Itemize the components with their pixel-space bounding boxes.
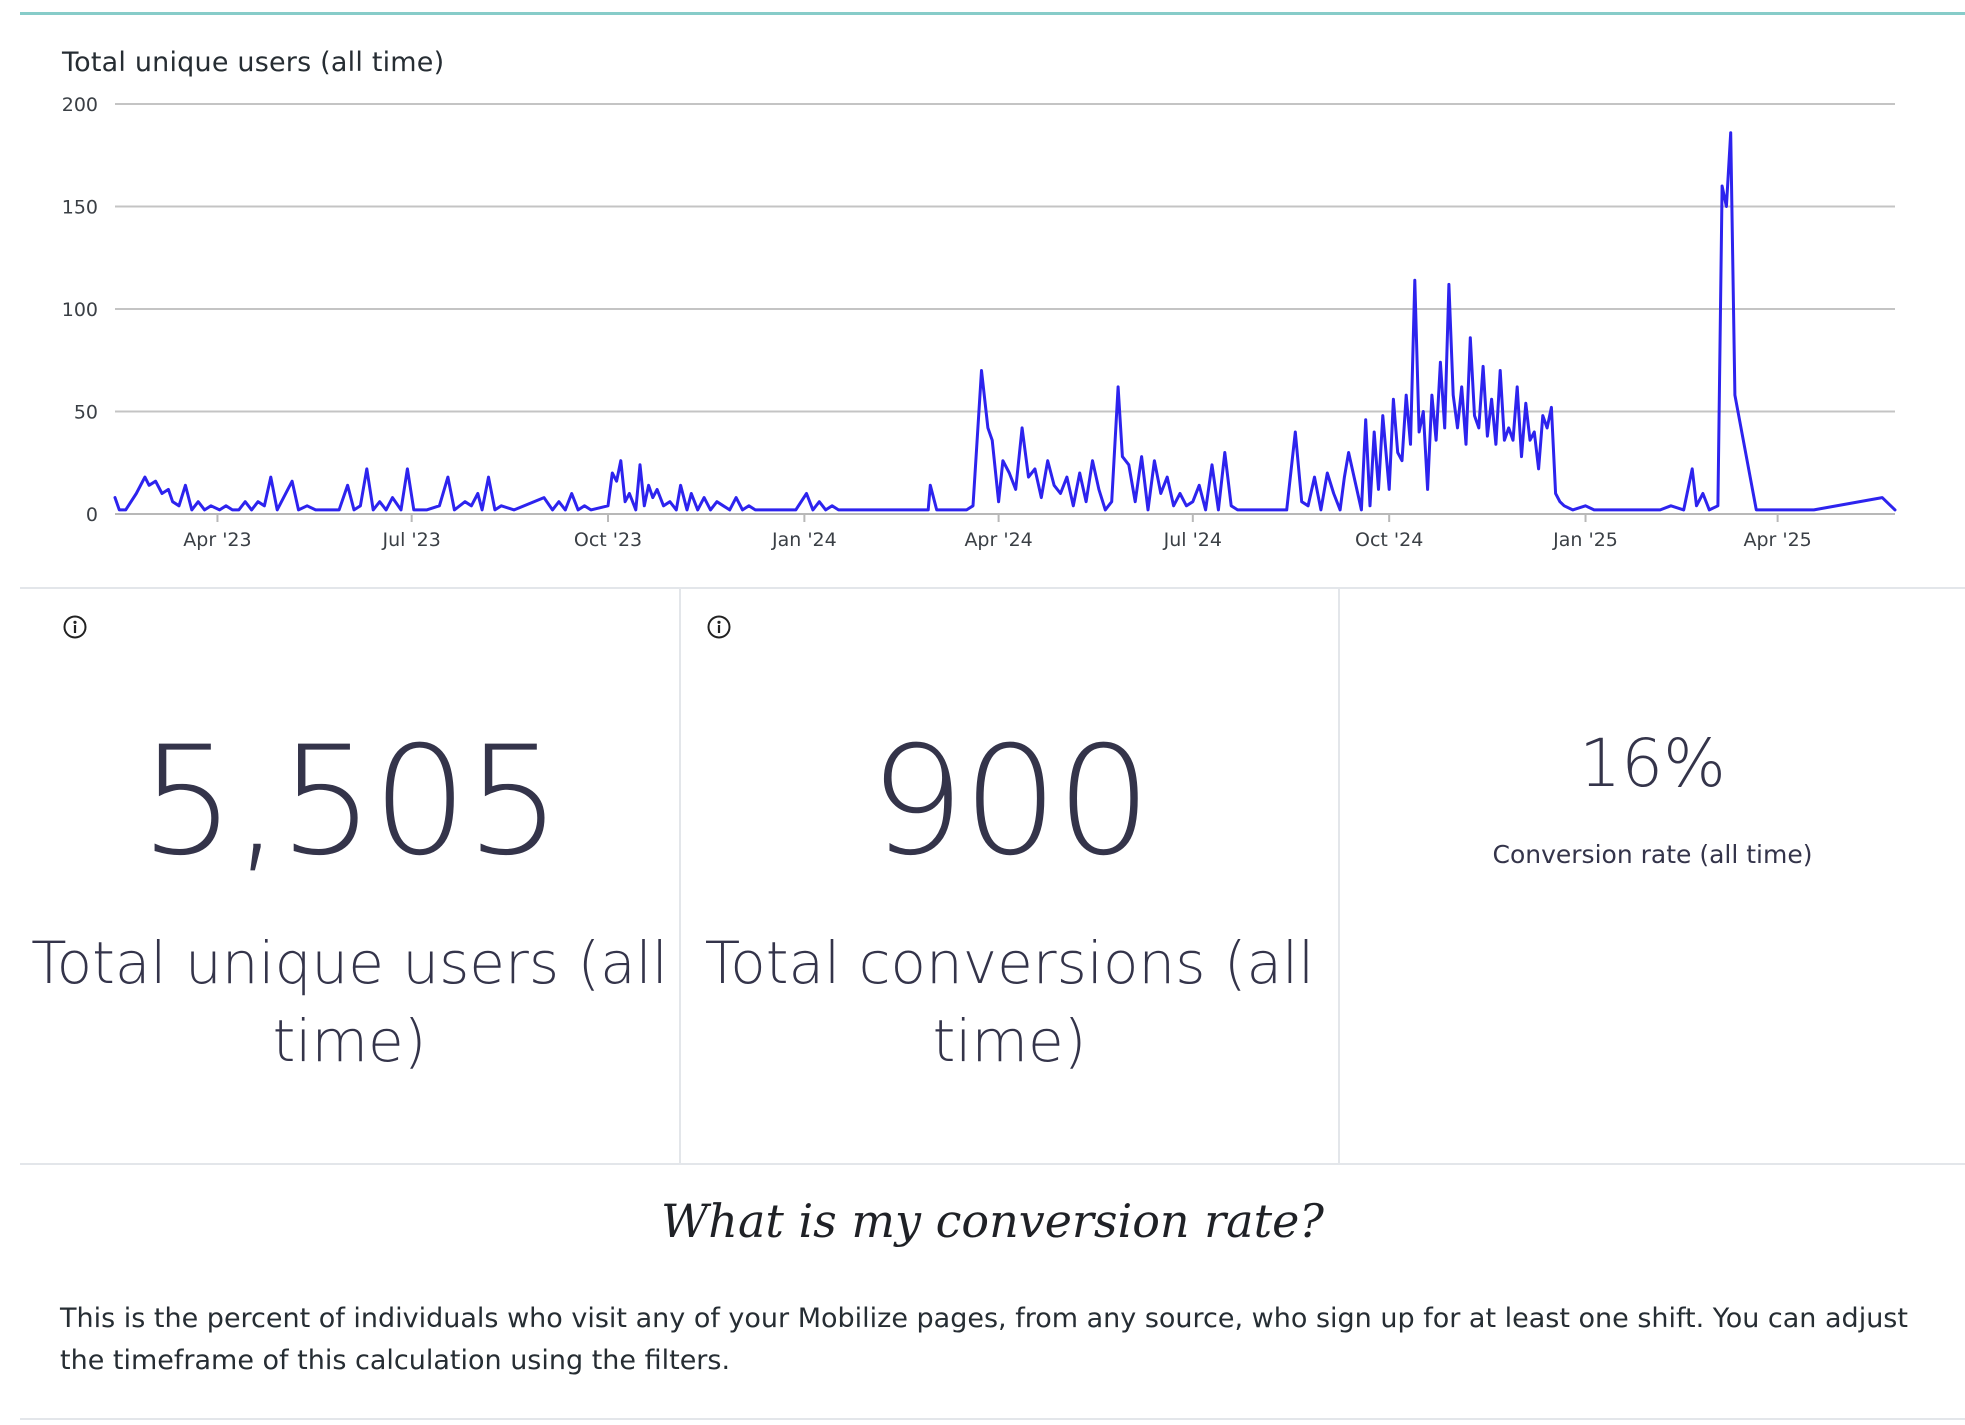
y-tick-label: 150 <box>62 197 98 219</box>
chart-title: Total unique users (all time) <box>62 47 445 78</box>
x-tick-label: Jan '24 <box>771 529 837 551</box>
tile-divider <box>20 587 1965 589</box>
x-tick-label: Apr '24 <box>964 529 1032 551</box>
line-chart[interactable]: 0 50 100 150 200 Apr '23 Jul '23 Oct '23 Jan '24… <box>20 15 1965 587</box>
text-tile-heading: What is my conversion rate? <box>661 1194 1324 1248</box>
text-tile-body: This is the percent of individuals who v… <box>60 1303 1908 1376</box>
x-tick-label: Oct '23 <box>574 529 642 551</box>
tile-divider <box>20 1163 1965 1165</box>
x-tick-label: Jul '23 <box>381 529 440 551</box>
kpi-value: 16% <box>1579 725 1726 802</box>
x-tick-label: Apr '23 <box>183 529 251 551</box>
x-tick-label: Jul '24 <box>1163 529 1222 551</box>
kpi-label: Total unique users (all time) <box>31 929 668 1075</box>
x-tick-label: Oct '24 <box>1355 529 1423 551</box>
chart-tile-total-unique-users[interactable]: 0 50 100 150 200 Apr '23 Jul '23 Oct '23 Jan '24… <box>20 15 1965 587</box>
kpi-tile-conversion-rate[interactable]: 16% Conversion rate (all time) <box>1340 588 1965 1163</box>
series-line[interactable] <box>113 131 1897 512</box>
y-tick-label: 0 <box>86 504 98 526</box>
tile-divider <box>679 588 681 1163</box>
kpi-label: Conversion rate (all time) <box>1492 840 1813 869</box>
x-tick-label: Apr '25 <box>1743 529 1811 551</box>
y-tick-label: 50 <box>74 402 98 424</box>
dashboard: 0 50 100 150 200 Apr '23 Jul '23 Oct '23 Jan '24… <box>20 0 1965 1425</box>
y-tick-label: 100 <box>62 299 98 321</box>
info-circle-icon[interactable] <box>706 614 732 640</box>
kpi-value: 5,505 <box>139 715 561 889</box>
kpi-tile-total-conversions[interactable]: 900 Total conversions (all time) <box>681 588 1338 1163</box>
kpi-value: 900 <box>869 715 1151 889</box>
kpi-label: Total conversions (all time) <box>704 929 1315 1075</box>
y-tick-label: 200 <box>62 94 98 116</box>
x-tick-label: Jan '25 <box>1552 529 1618 551</box>
top-accent-rule <box>20 12 1965 15</box>
info-circle-icon[interactable] <box>62 614 88 640</box>
tile-divider <box>1338 588 1340 1163</box>
kpi-tile-total-unique-users[interactable]: 5,505 Total unique users (all time) <box>20 588 679 1163</box>
tile-divider <box>20 1418 1965 1420</box>
